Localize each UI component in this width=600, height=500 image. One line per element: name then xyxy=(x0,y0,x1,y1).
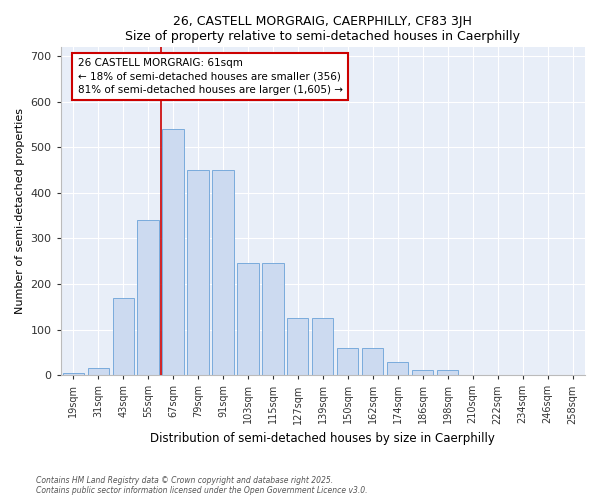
Bar xyxy=(312,318,334,375)
Bar xyxy=(163,129,184,375)
Bar xyxy=(62,373,84,375)
Text: 26 CASTELL MORGRAIG: 61sqm
← 18% of semi-detached houses are smaller (356)
81% o: 26 CASTELL MORGRAIG: 61sqm ← 18% of semi… xyxy=(77,58,343,94)
Bar xyxy=(113,298,134,375)
Text: Contains HM Land Registry data © Crown copyright and database right 2025.
Contai: Contains HM Land Registry data © Crown c… xyxy=(36,476,367,495)
Bar xyxy=(287,318,308,375)
Title: 26, CASTELL MORGRAIG, CAERPHILLY, CF83 3JH
Size of property relative to semi-det: 26, CASTELL MORGRAIG, CAERPHILLY, CF83 3… xyxy=(125,15,520,43)
Bar xyxy=(212,170,233,375)
Bar xyxy=(137,220,159,375)
Bar xyxy=(262,264,284,375)
Bar xyxy=(362,348,383,375)
Bar xyxy=(437,370,458,375)
Bar xyxy=(238,264,259,375)
Bar xyxy=(88,368,109,375)
Bar xyxy=(337,348,358,375)
Bar xyxy=(187,170,209,375)
X-axis label: Distribution of semi-detached houses by size in Caerphilly: Distribution of semi-detached houses by … xyxy=(151,432,495,445)
Bar xyxy=(387,362,409,375)
Y-axis label: Number of semi-detached properties: Number of semi-detached properties xyxy=(15,108,25,314)
Bar xyxy=(412,370,433,375)
